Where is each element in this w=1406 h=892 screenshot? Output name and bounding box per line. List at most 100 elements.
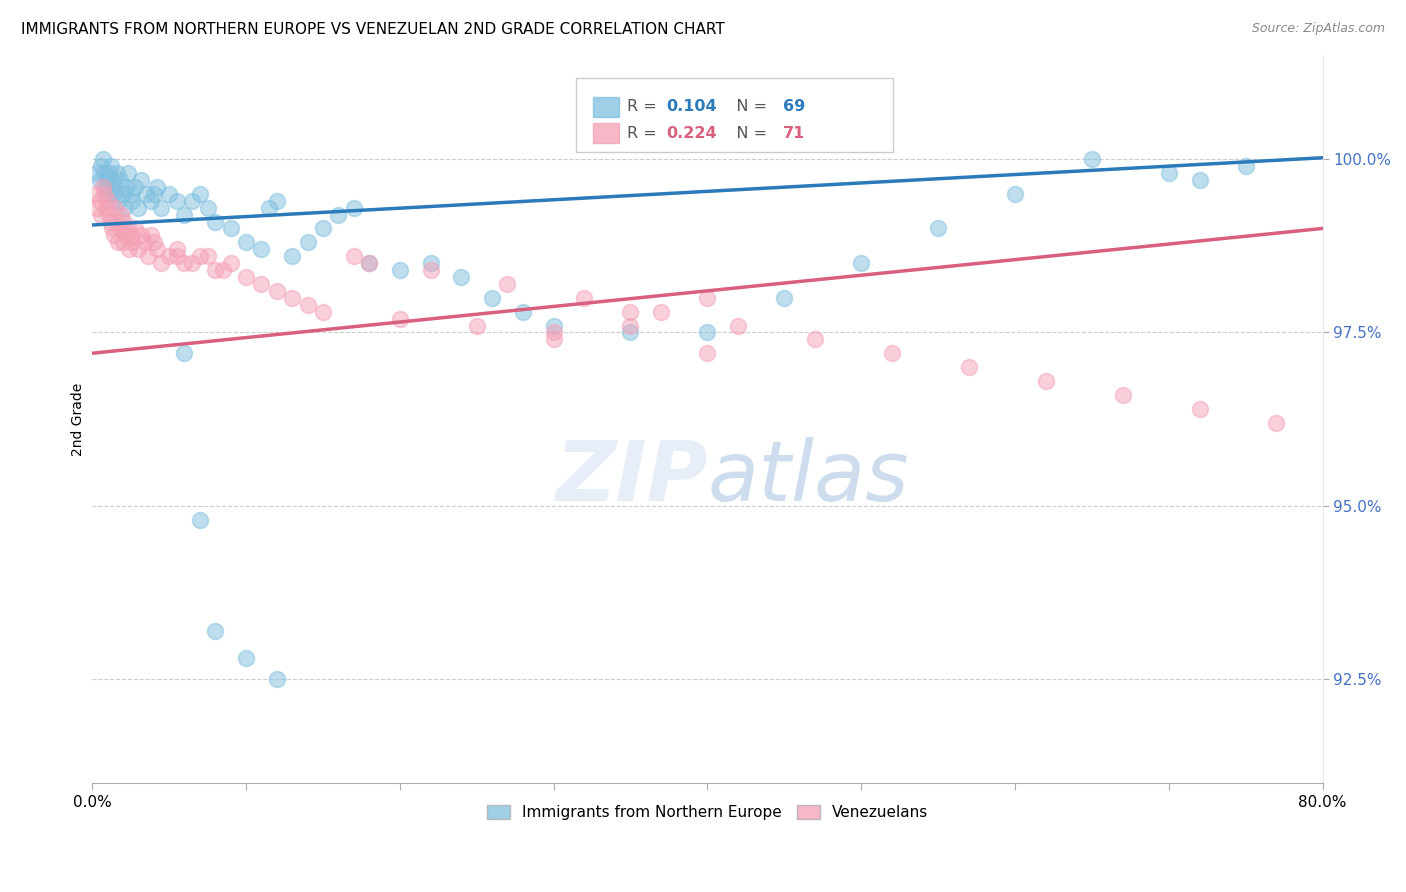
Point [204,214,226,228]
Point [91,152,114,166]
Point [543,332,565,346]
Text: ZIP: ZIP [555,437,707,518]
Point [115,179,138,194]
Point [97,173,120,187]
Point [173,346,195,360]
Point [131,228,153,243]
Point [266,672,288,686]
Point [465,318,488,333]
Point [804,332,827,346]
Point [142,186,165,201]
Point [851,256,873,270]
Text: N =: N = [721,126,772,141]
Point [121,194,143,208]
Point [107,235,129,250]
Point [173,256,195,270]
Point [86,201,108,215]
Point [266,284,288,298]
Point [91,179,114,194]
Point [543,326,565,340]
Point [235,235,257,250]
Point [100,159,122,173]
Point [100,214,122,228]
Point [312,221,335,235]
Point [343,201,366,215]
Point [166,242,188,256]
Point [188,249,211,263]
Point [388,311,411,326]
Point [696,346,718,360]
Point [84,186,107,201]
Point [297,298,319,312]
Point [219,221,242,235]
Point [328,208,350,222]
Point [619,326,641,340]
Text: 0.104: 0.104 [666,99,717,114]
Point [281,249,304,263]
Point [108,221,131,235]
Point [880,346,903,360]
Point [166,249,188,263]
Point [1188,401,1211,416]
Point [212,263,235,277]
Point [1081,152,1104,166]
Point [90,208,112,222]
Point [139,228,162,243]
Point [181,256,204,270]
Point [696,326,718,340]
Point [104,179,127,194]
Point [90,159,112,173]
Point [101,221,124,235]
Point [1157,166,1180,180]
Point [1234,159,1257,173]
Text: R =: R = [627,99,662,114]
Point [197,249,219,263]
Point [142,235,165,250]
Y-axis label: 2nd Grade: 2nd Grade [72,383,86,456]
Point [1265,416,1288,430]
Point [98,208,121,222]
Point [134,235,156,250]
Point [124,179,146,194]
Point [197,201,219,215]
Legend: Immigrants from Northern Europe, Venezuelans: Immigrants from Northern Europe, Venezue… [481,799,934,826]
Point [235,270,257,285]
Point [127,242,149,256]
Point [135,186,157,201]
Point [86,166,108,180]
Point [117,221,139,235]
Point [250,242,273,256]
Point [114,214,136,228]
Text: 0.224: 0.224 [666,126,717,141]
Point [150,201,173,215]
Point [297,235,319,250]
Point [450,270,472,285]
Point [146,179,169,194]
Point [110,208,132,222]
Point [619,318,641,333]
Point [103,186,125,201]
Point [650,304,672,318]
Point [157,186,180,201]
Point [312,304,335,318]
Point [1035,374,1057,388]
Point [120,186,142,201]
Point [419,256,441,270]
Point [104,201,127,215]
Point [136,249,159,263]
Point [543,318,565,333]
Point [121,235,143,250]
Point [93,166,115,180]
Point [97,186,120,201]
Point [481,291,503,305]
Point [1111,388,1133,402]
Point [103,228,125,243]
Point [419,263,441,277]
Point [117,166,139,180]
Point [173,208,195,222]
Text: 71: 71 [783,126,806,141]
Point [89,194,111,208]
Point [93,186,115,201]
Point [204,263,226,277]
Point [512,304,534,318]
